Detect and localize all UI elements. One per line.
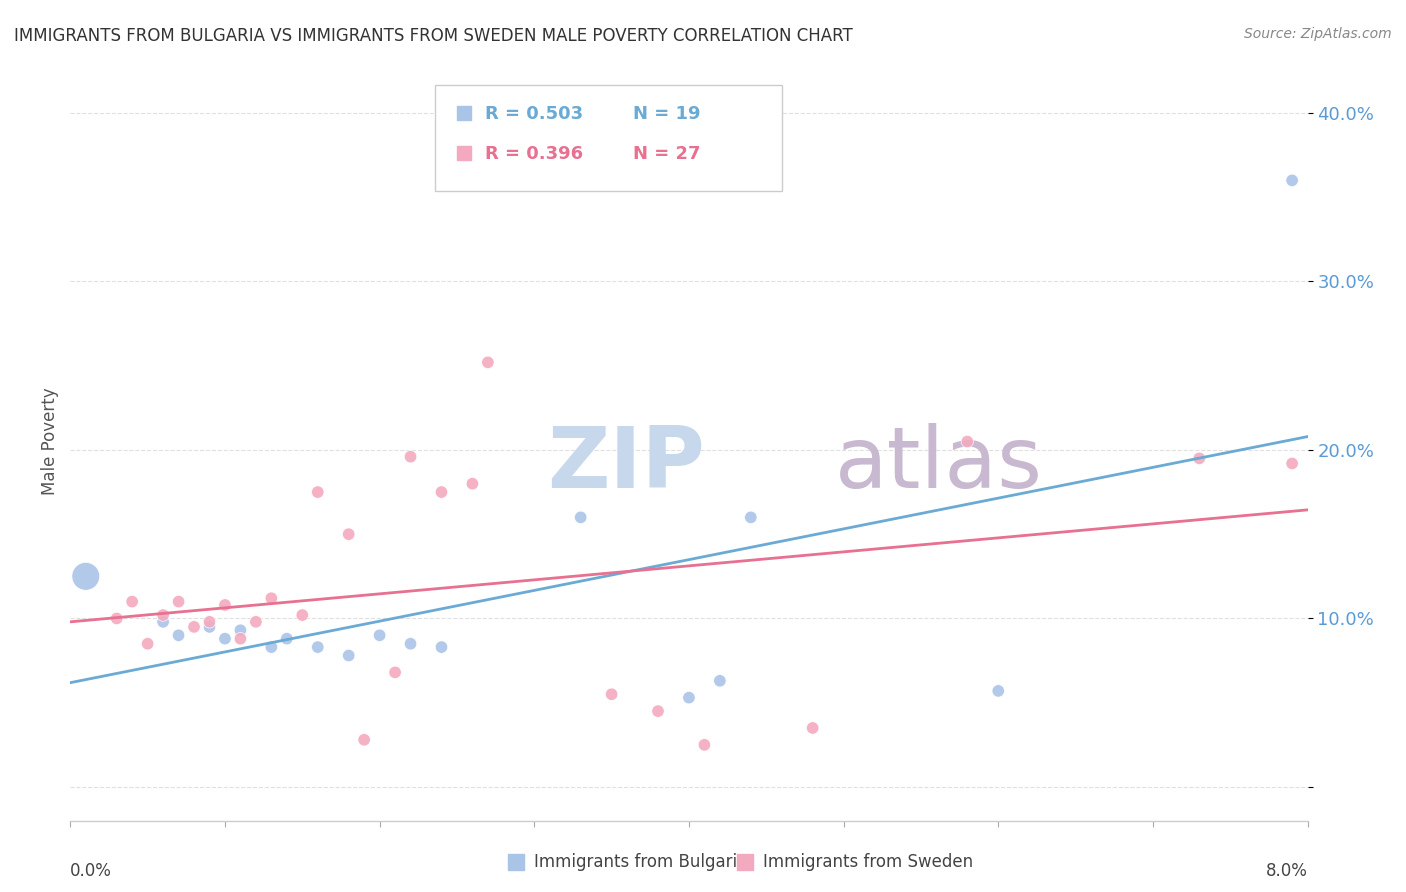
Point (987, 684, 1010, 698)
Point (384, 665, 406, 680)
Text: IMMIGRANTS FROM BULGARIA VS IMMIGRANTS FROM SWEDEN MALE POVERTY CORRELATION CHAR: IMMIGRANTS FROM BULGARIA VS IMMIGRANTS F… (14, 27, 853, 45)
Point (214, 632, 236, 646)
Text: N = 19: N = 19 (633, 105, 700, 123)
Point (167, 628, 190, 642)
Text: R = 0.396: R = 0.396 (485, 145, 583, 163)
Point (167, 594, 190, 608)
Text: 8.0%: 8.0% (1265, 863, 1308, 880)
Point (214, 598, 236, 612)
Point (291, 608, 314, 623)
Point (105, 611, 128, 625)
Text: 0.0%: 0.0% (70, 863, 112, 880)
Point (678, 690, 700, 705)
Point (229, 624, 252, 638)
Point (260, 640, 283, 654)
Point (709, 673, 731, 688)
Point (1281, 457, 1303, 471)
Point (569, 510, 592, 524)
Point (399, 450, 422, 464)
Point (152, 608, 174, 623)
Point (740, 510, 762, 524)
FancyBboxPatch shape (436, 85, 782, 191)
Point (600, 687, 623, 701)
Point (245, 615, 267, 629)
Point (647, 704, 669, 718)
Point (368, 628, 391, 642)
Point (399, 637, 422, 651)
Point (956, 434, 979, 449)
Text: Source: ZipAtlas.com: Source: ZipAtlas.com (1244, 27, 1392, 41)
Point (183, 620, 205, 634)
Point (693, 738, 716, 752)
Point (307, 640, 329, 654)
Point (461, 476, 484, 491)
Point (121, 594, 143, 608)
Point (1281, 173, 1303, 187)
Y-axis label: Male Poverty: Male Poverty (41, 388, 59, 495)
Point (353, 732, 375, 747)
Point (1188, 451, 1211, 466)
Point (198, 620, 221, 634)
Point (430, 640, 453, 654)
Point (337, 648, 360, 663)
Text: ZIP: ZIP (547, 423, 704, 506)
Point (477, 355, 499, 369)
Text: N = 27: N = 27 (633, 145, 700, 163)
Point (801, 721, 824, 735)
Point (260, 591, 283, 606)
Point (229, 632, 252, 646)
Text: Immigrants from Sweden: Immigrants from Sweden (763, 854, 973, 871)
Text: Immigrants from Bulgaria: Immigrants from Bulgaria (534, 854, 748, 871)
Text: atlas: atlas (835, 423, 1043, 506)
Point (276, 632, 298, 646)
Point (430, 485, 453, 500)
Point (337, 527, 360, 541)
Point (152, 615, 174, 629)
Point (307, 485, 329, 500)
Point (136, 637, 159, 651)
Text: R = 0.503: R = 0.503 (485, 105, 583, 123)
Point (75, 569, 97, 583)
Point (198, 615, 221, 629)
